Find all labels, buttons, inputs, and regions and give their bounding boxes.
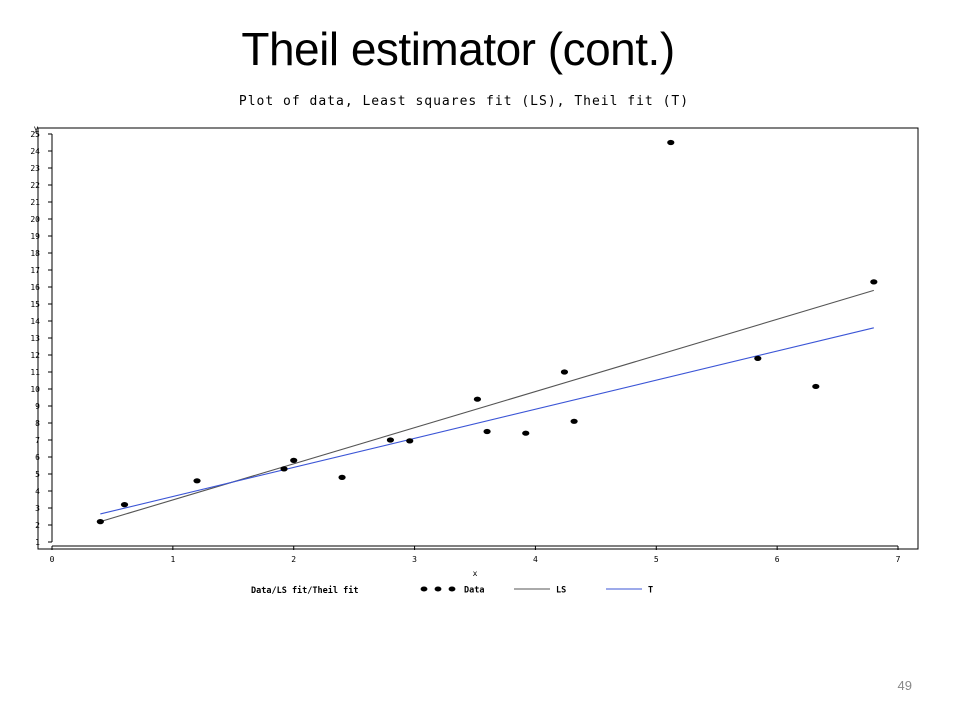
- y-tick-label: 18: [30, 249, 40, 258]
- data-point: [754, 355, 762, 361]
- chart-title: Plot of data, Least squares fit (LS), Th…: [238, 94, 690, 109]
- data-point: [280, 466, 288, 472]
- y-tick-label: 23: [30, 164, 40, 173]
- legend: Data/LS fit/Theil fit Data LS T: [251, 585, 653, 596]
- y-tick-label: 5: [35, 470, 40, 479]
- y-tick-label: 20: [30, 215, 40, 224]
- x-ticks: 0 1 2 3 4 5 6 7: [50, 546, 901, 564]
- y-tick-label: 1: [35, 538, 40, 547]
- legend-swatch-data: [434, 586, 442, 592]
- y-tick-label: 13: [30, 334, 40, 343]
- legend-entry-ls: LS: [556, 586, 566, 596]
- fit-lines: [100, 289, 874, 523]
- y-tick-label: 7: [35, 436, 40, 445]
- data-point: [338, 474, 346, 480]
- series-line-t: [100, 327, 874, 515]
- y-tick-label: 15: [30, 300, 40, 309]
- y-tick-label: 16: [30, 283, 40, 292]
- y-tick-label: 6: [35, 453, 40, 462]
- y-tick-label: 2: [35, 521, 40, 530]
- slide-number: 49: [897, 678, 912, 693]
- x-tick-label: 7: [896, 555, 901, 564]
- y-tick-label: 24: [30, 147, 40, 156]
- x-tick-label: 3: [412, 555, 417, 564]
- y-tick-label: 11: [30, 368, 40, 377]
- x-tick-label: 4: [533, 555, 538, 564]
- y-tick-label: 3: [35, 504, 40, 513]
- legend-swatch-data: [448, 586, 456, 592]
- y-ticks: 1234567891011121314151617181920212223242…: [30, 130, 52, 547]
- data-point: [522, 430, 530, 436]
- y-tick-label: 8: [35, 419, 40, 428]
- data-point: [290, 457, 298, 463]
- y-tick-label: 12: [30, 351, 40, 360]
- y-tick-label: 4: [35, 487, 40, 496]
- slide-title: Theil estimator (cont.): [241, 23, 675, 75]
- x-tick-label: 5: [654, 555, 659, 564]
- axes: y x: [34, 124, 898, 578]
- y-tick-label: 9: [35, 402, 40, 411]
- data-point: [870, 279, 878, 285]
- data-point: [473, 396, 482, 402]
- x-tick-label: 0: [50, 555, 55, 564]
- data-point: [406, 438, 414, 444]
- legend-entry-data: Data: [464, 586, 484, 596]
- x-axis-label: x: [473, 569, 478, 578]
- data-point: [483, 428, 491, 435]
- x-tick-label: 2: [291, 555, 296, 564]
- data-point: [96, 519, 104, 525]
- y-tick-label: 17: [30, 266, 40, 275]
- data-point: [560, 369, 569, 375]
- x-tick-label: 1: [170, 555, 175, 564]
- legend-entry-t: T: [648, 586, 653, 596]
- data-points: [96, 139, 878, 525]
- y-tick-label: 19: [30, 232, 40, 241]
- data-point: [667, 139, 675, 146]
- legend-swatch-data: [420, 586, 428, 592]
- data-point: [570, 418, 578, 424]
- y-tick-label: 25: [30, 130, 40, 139]
- y-tick-label: 10: [30, 385, 40, 394]
- data-point: [193, 478, 201, 484]
- y-tick-label: 22: [30, 181, 40, 190]
- series-line-ls: [100, 289, 874, 523]
- y-tick-label: 21: [30, 198, 40, 207]
- y-axis-label: y: [34, 124, 39, 133]
- data-point: [386, 437, 394, 443]
- data-point: [812, 383, 820, 390]
- chart-frame: [37, 127, 919, 550]
- legend-label: Data/LS fit/Theil fit: [251, 585, 358, 596]
- y-tick-label: 14: [30, 317, 40, 326]
- data-point: [120, 502, 129, 508]
- x-tick-label: 6: [775, 555, 780, 564]
